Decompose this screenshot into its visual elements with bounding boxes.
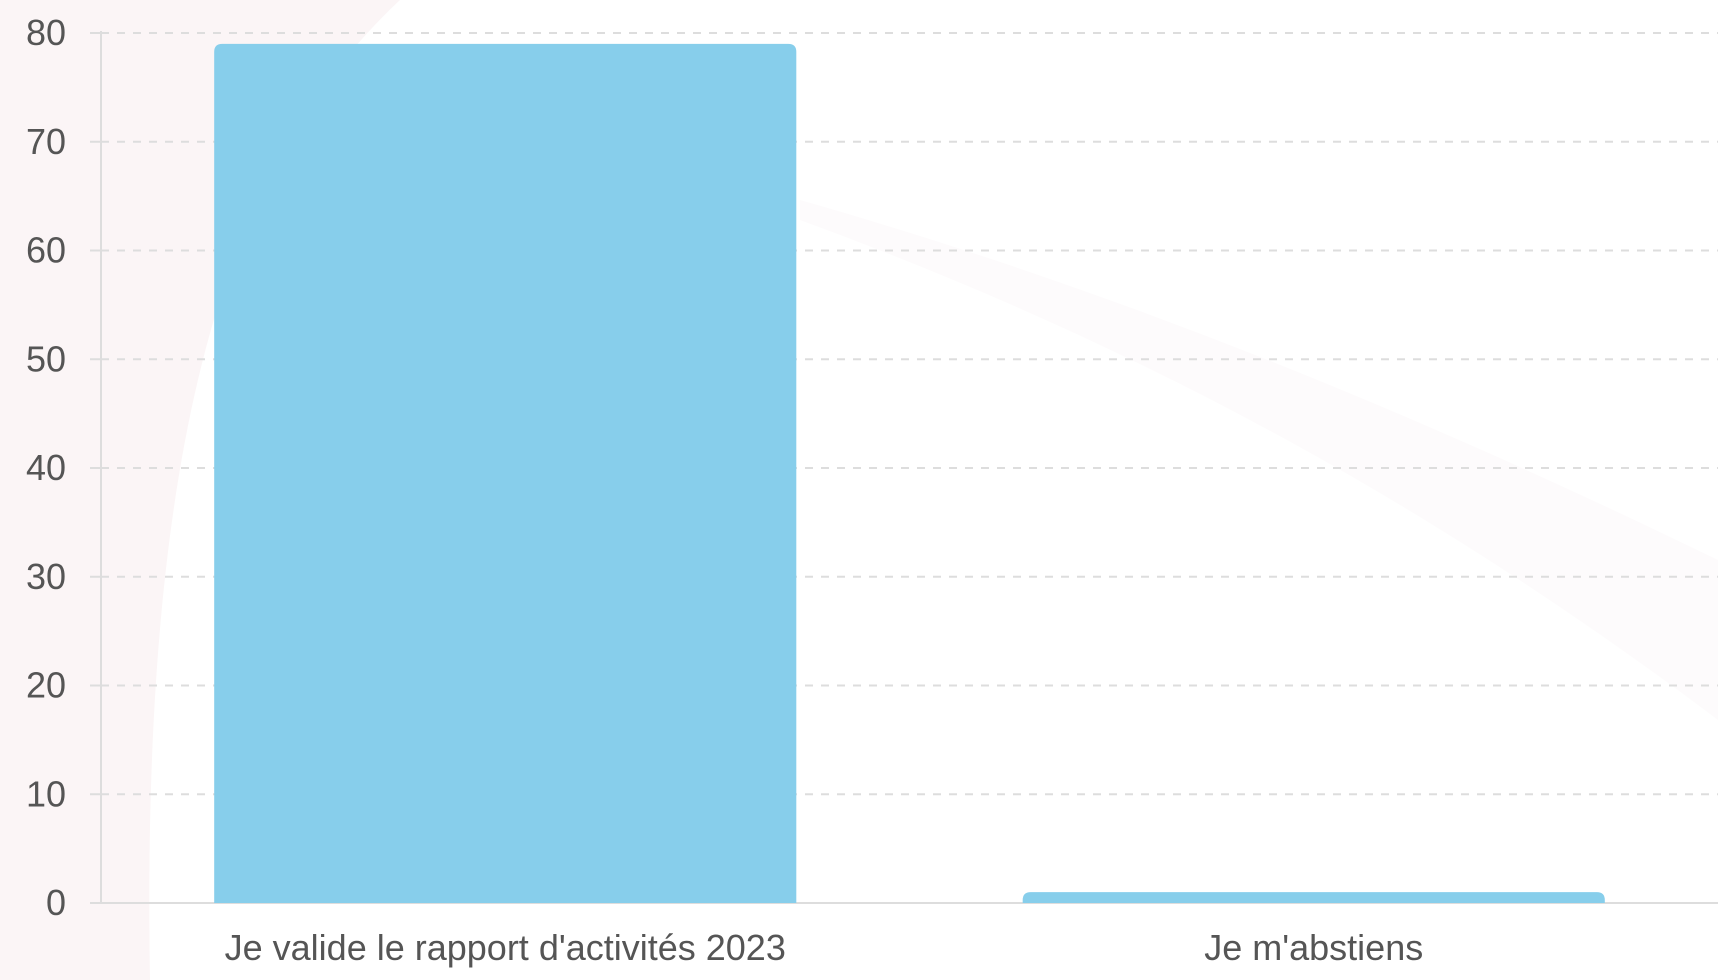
x-category-labels: Je valide le rapport d'activités 2023 Je … xyxy=(225,927,1424,968)
y-tick-label: 20 xyxy=(26,665,66,706)
background-swoosh xyxy=(800,200,1718,720)
y-tick-label: 10 xyxy=(26,773,66,814)
grid-lines xyxy=(101,32,1718,796)
y-tick-labels: 0 10 20 30 40 50 60 70 80 xyxy=(26,12,66,923)
y-tick-label: 50 xyxy=(26,338,66,379)
x-category-label: Je valide le rapport d'activités 2023 xyxy=(225,927,786,968)
bars xyxy=(214,43,1605,903)
y-tick-label: 30 xyxy=(26,556,66,597)
bar-2[interactable] xyxy=(1022,892,1605,903)
y-tick-label: 80 xyxy=(26,12,66,53)
y-tick-label: 40 xyxy=(26,447,66,488)
y-tick-label: 60 xyxy=(26,230,66,271)
y-tick-label: 0 xyxy=(46,882,66,923)
bar-1[interactable] xyxy=(214,43,797,903)
x-category-label: Je m'abstiens xyxy=(1204,927,1423,968)
y-tick-label: 70 xyxy=(26,121,66,162)
